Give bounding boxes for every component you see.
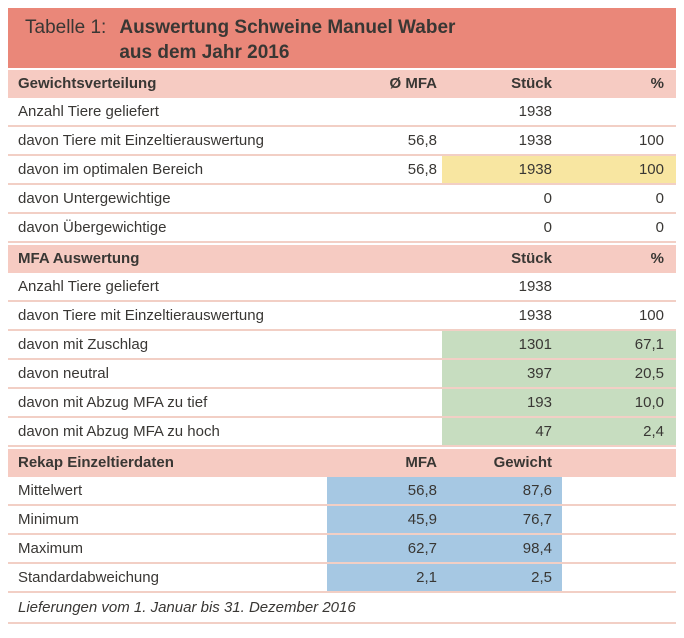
row-label: davon mit Zuschlag (18, 336, 149, 353)
table-row: Maximum 62,7 98,4 (8, 535, 676, 564)
table-row: Minimum 45,9 76,7 (8, 506, 676, 535)
row-value: 397 (442, 360, 562, 387)
row-value (562, 273, 676, 300)
row-value: 0 (655, 219, 664, 236)
table-row: Standardabweichung 2,1 2,5 (8, 564, 676, 593)
column-header: Stück (511, 75, 552, 92)
row-value (327, 418, 442, 445)
row-value: 98,4 (442, 535, 562, 562)
row-label: Standardabweichung (18, 569, 159, 586)
row-label: Anzahl Tiere geliefert (18, 278, 159, 295)
row-value (327, 331, 442, 358)
row-value (562, 506, 676, 533)
table-body: Gewichtsverteilung Ø MFA Stück% Anzahl Tier… (8, 70, 676, 593)
column-header: % (650, 250, 664, 267)
row-value (327, 389, 442, 416)
row-value: 2,4 (562, 418, 676, 445)
row-value (562, 98, 676, 125)
footnote: Lieferungen vom 1. Januar bis 31. Dezemb… (8, 593, 676, 624)
row-value (327, 360, 442, 387)
row-label: Minimum (18, 511, 79, 528)
table-title-line1: Auswertung Schweine Manuel Waber (119, 17, 456, 38)
table-row: davon Tiere mit Einzeltierauswertung 56,8… (8, 127, 676, 156)
table-row: davon mit Abzug MFA zu tief 193 10,0 (8, 389, 676, 418)
row-label: davon mit Abzug MFA zu tief (18, 394, 208, 411)
section-title: MFA Auswertung (18, 250, 140, 267)
row-value: 76,7 (442, 506, 562, 533)
column-header: % (650, 75, 664, 92)
row-value (327, 302, 442, 329)
row-value: 56,8 (407, 161, 437, 178)
table-row: davon Untergewichtige 0 0 (8, 185, 676, 214)
row-value: 20,5 (562, 360, 676, 387)
row-value: 47 (442, 418, 562, 445)
table-row: davon Tiere mit Einzeltierauswertung 1938… (8, 302, 676, 331)
row-value: 87,6 (442, 477, 562, 504)
row-value (327, 98, 442, 125)
row-value: 1938 (518, 307, 552, 324)
row-value: 1938 (518, 103, 552, 120)
row-value: 100 (562, 156, 676, 183)
row-label: Anzahl Tiere geliefert (18, 103, 159, 120)
table-title: Auswertung Schweine Manuel Waber aus dem… (119, 15, 455, 65)
table-row: Anzahl Tiere geliefert 1938 (8, 273, 676, 302)
row-value (327, 185, 442, 212)
column-header (327, 245, 442, 273)
row-label: davon Tiere mit Einzeltierauswertung (18, 307, 264, 324)
table-row: davon mit Abzug MFA zu hoch 47 2,4 (8, 418, 676, 447)
table-row: Mittelwert 56,8 87,6 (8, 477, 676, 506)
table-row: davon im optimalen Bereich 56,8 1938 100 (8, 156, 676, 185)
row-label: davon Tiere mit Einzeltierauswertung (18, 132, 264, 149)
column-header: Gewicht (493, 454, 552, 471)
row-value: 193 (442, 389, 562, 416)
row-value: 10,0 (562, 389, 676, 416)
row-label: davon mit Abzug MFA zu hoch (18, 423, 220, 440)
row-value: 0 (543, 190, 552, 207)
row-label: davon im optimalen Bereich (18, 161, 204, 178)
row-value: 62,7 (327, 535, 442, 562)
row-value: 56,8 (407, 132, 437, 149)
row-value: 56,8 (327, 477, 442, 504)
row-label: Mittelwert (18, 482, 83, 499)
row-value (327, 273, 442, 300)
row-value: 1938 (442, 156, 562, 183)
row-value: 2,5 (442, 564, 562, 591)
row-value: 100 (638, 307, 664, 324)
column-header: Stück (511, 250, 552, 267)
row-label: Maximum (18, 540, 84, 557)
section-title: Gewichtsverteilung (18, 75, 157, 92)
table-title-line2: aus dem Jahr 2016 (119, 42, 290, 63)
row-label: davon Übergewichtige (18, 219, 167, 236)
table-row: davon mit Zuschlag 1301 67,1 (8, 331, 676, 360)
table-figure: Tabelle 1: Auswertung Schweine Manuel Wa… (8, 8, 676, 624)
table-row: davon Übergewichtige 0 0 (8, 214, 676, 243)
row-value (562, 535, 676, 562)
section-header-row-2: Rekap Einzeltierdaten MFA Gewicht (8, 449, 676, 477)
section-title: Rekap Einzeltierdaten (18, 454, 174, 471)
row-value: 67,1 (562, 331, 676, 358)
row-value: 2,1 (327, 564, 442, 591)
row-value: 1938 (518, 132, 552, 149)
table-row: Anzahl Tiere geliefert 1938 (8, 98, 676, 127)
row-value: 0 (655, 190, 664, 207)
table-number-label: Tabelle 1: (25, 17, 107, 38)
table-title-bar: Tabelle 1: Auswertung Schweine Manuel Wa… (8, 8, 676, 68)
section-header-row-1: MFA Auswertung Stück% (8, 245, 676, 273)
row-label: davon Untergewichtige (18, 190, 171, 207)
section-header-row-0: Gewichtsverteilung Ø MFA Stück% (8, 70, 676, 98)
row-value: 100 (638, 132, 664, 149)
table-row: davon neutral 397 20,5 (8, 360, 676, 389)
row-value: 1938 (518, 278, 552, 295)
column-header: Ø MFA (389, 75, 438, 92)
row-value: 0 (543, 219, 552, 236)
column-header: MFA (405, 454, 437, 471)
row-label: davon neutral (18, 365, 109, 382)
row-value (327, 214, 442, 241)
column-header (562, 449, 676, 477)
row-value: 45,9 (327, 506, 442, 533)
row-value (562, 477, 676, 504)
row-value (562, 564, 676, 591)
row-value: 1301 (442, 331, 562, 358)
